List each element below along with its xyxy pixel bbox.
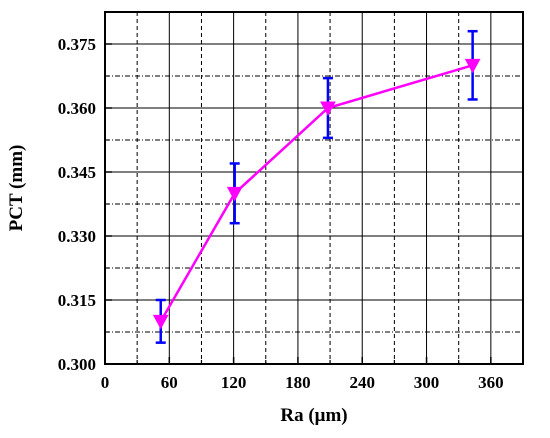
y-tick-label: 0.300	[58, 355, 96, 374]
tick-labels: 0 60 120 180 240 300 360 0.300 0.315 0.330 0.345 0.…	[58, 35, 504, 392]
x-tick-label: 0	[101, 373, 110, 392]
x-tick-label: 300	[414, 373, 440, 392]
ticks	[104, 43, 492, 365]
data-point-marker	[226, 186, 243, 202]
x-tick-label: 180	[285, 373, 311, 392]
x-tick-label: 360	[478, 373, 504, 392]
series-layer	[152, 29, 481, 344]
x-tick-label: 120	[221, 373, 247, 392]
y-tick-label: 0.330	[58, 227, 96, 246]
y-axis-title: PCT (mm)	[6, 145, 27, 232]
data-point-marker	[464, 58, 481, 74]
y-tick-label: 0.315	[58, 291, 96, 310]
series-line	[159, 64, 473, 322]
plot-frame	[104, 11, 524, 365]
data-point-marker	[320, 101, 336, 117]
y-tick-label: 0.375	[58, 35, 96, 54]
grid	[105, 12, 523, 364]
x-axis-title: Ra (μm)	[280, 405, 347, 426]
data-point-marker	[152, 314, 169, 330]
x-tick-label: 240	[349, 373, 375, 392]
y-tick-label: 0.360	[58, 99, 96, 118]
x-tick-label: 60	[161, 373, 178, 392]
y-tick-label: 0.345	[58, 163, 96, 182]
